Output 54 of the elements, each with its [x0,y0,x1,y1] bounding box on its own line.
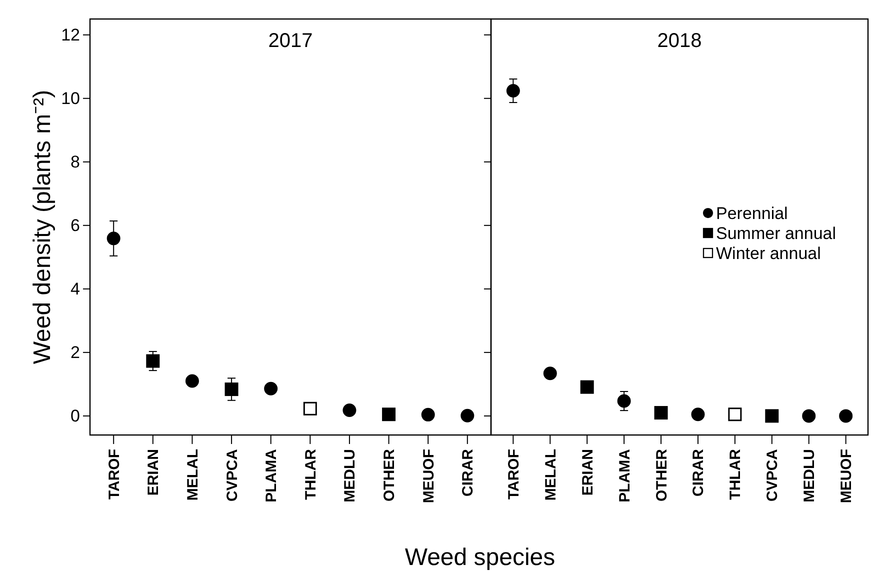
point [224,382,238,396]
x-tick-label: TAROF [505,449,522,500]
point [342,403,356,417]
x-tick-label: OTHER [653,448,670,502]
point [580,380,594,394]
x-tick-label: MELAL [184,449,202,501]
text: 2018 [657,30,702,52]
point [543,366,557,380]
y-tick-label: 10 [61,88,80,108]
x-tick-label: ERIAN [579,449,596,496]
x-tick-label: MEUOF [838,449,856,504]
x-tick-label: CVPCA [224,448,241,502]
point [506,84,520,98]
legend-label: Perennial [716,204,788,223]
point [421,408,435,422]
point [765,409,779,423]
x-tick-label: CIRAR [690,448,708,496]
x-tick-label: CVPCA [764,448,782,502]
point [839,409,853,423]
point [146,354,160,368]
legend-label: Summer annual [716,224,836,243]
point [654,406,668,420]
x-tick-label: MEDLU [342,449,359,502]
point [617,394,631,408]
y-tick-label: 12 [61,25,80,44]
x-tick-label: PLAMA [616,448,634,502]
x-tick-label: MEUOF [420,449,438,504]
x-tick-label: MELAL [542,449,560,501]
point [728,408,742,422]
point [185,374,199,388]
legend-label: Winter annual [716,244,821,263]
x-tick-label: THLAR [302,448,320,500]
text: 2017 [268,30,313,52]
x-tick-label: TAROF [106,449,123,500]
point [106,232,120,246]
x-axis-title: Weed species [404,544,556,571]
y-axis-title: Weed density (plants m⁻²) [29,90,56,364]
point [802,409,816,423]
point [382,408,396,422]
y-tick-label: 8 [70,152,80,172]
x-tick-label: THLAR [727,448,744,500]
x-tick-label: PLAMA [263,448,280,502]
y-tick-label: 2 [70,342,80,362]
x-tick-label: OTHER [381,448,398,502]
point [303,402,317,416]
point [460,408,474,422]
point [691,408,705,422]
y-tick-label: 4 [70,279,80,298]
x-tick-label: MEDLU [801,449,818,502]
y-tick-label: 0 [70,406,80,426]
x-tick-label: ERIAN [145,449,162,496]
y-tick-label: 6 [70,216,80,235]
x-tick-label: CIRAR [460,448,477,496]
point [264,382,278,396]
